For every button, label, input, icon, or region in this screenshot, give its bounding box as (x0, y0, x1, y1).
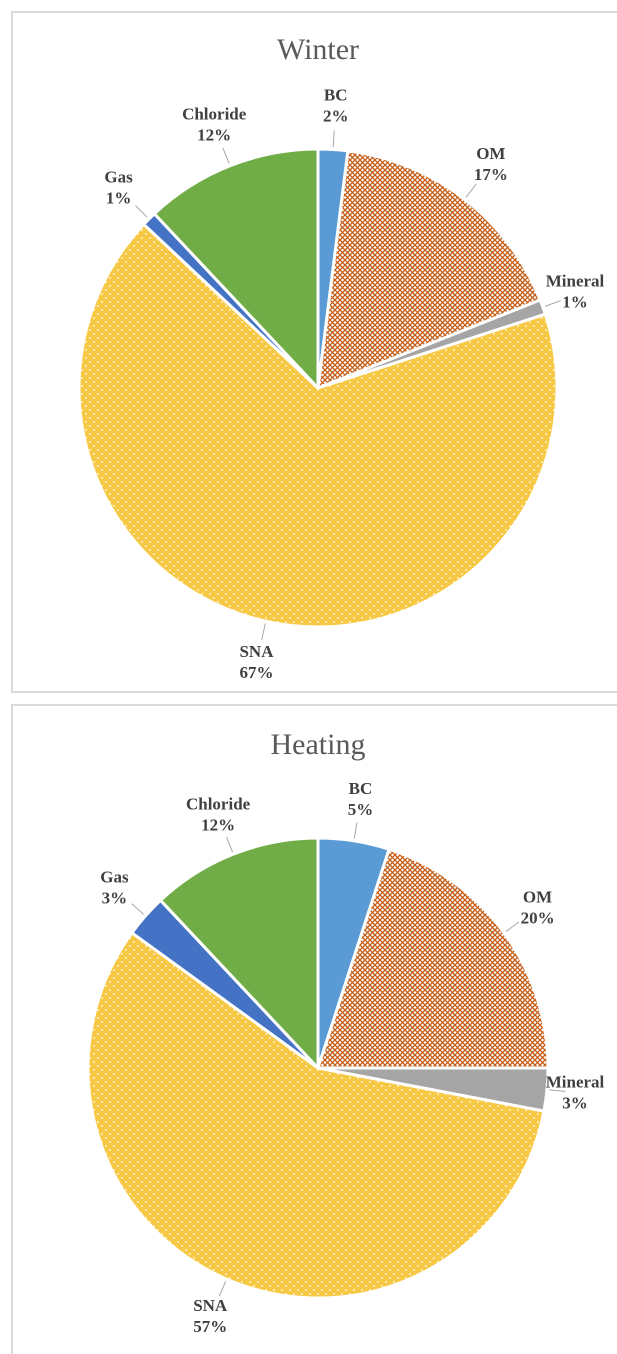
pie-slice (86, 931, 546, 1300)
leader-line (332, 130, 335, 148)
category-label: Chloride (186, 795, 251, 814)
leader-line (135, 205, 148, 218)
leader-line (226, 836, 233, 853)
category-label: Mineral (546, 1072, 605, 1091)
category-label: Chloride (182, 105, 247, 124)
value-label: 3% (562, 1093, 588, 1112)
value-label: 1% (106, 188, 132, 207)
pie-slice (316, 847, 550, 1070)
leader-line (505, 921, 520, 932)
category-label: Gas (100, 867, 129, 886)
category-label: Gas (104, 167, 133, 186)
value-label: 12% (201, 816, 235, 835)
pie-slice (152, 147, 320, 390)
category-label: SNA (239, 642, 274, 661)
category-label: SNA (193, 1296, 228, 1315)
leader-line (131, 903, 145, 915)
chart-title: Heating (271, 728, 366, 761)
pie-slice (77, 222, 559, 629)
leader-line (222, 147, 230, 164)
category-label: OM (523, 887, 552, 906)
value-label: 3% (102, 888, 128, 907)
pie-slice (159, 836, 320, 1070)
leader-line (465, 183, 477, 198)
category-label: BC (349, 779, 373, 798)
leader-line (218, 1280, 227, 1297)
value-label: 67% (239, 663, 273, 682)
leader-line (544, 300, 562, 307)
leader-line (261, 623, 266, 641)
value-label: 12% (197, 126, 231, 145)
value-label: 20% (521, 908, 555, 927)
category-label: BC (324, 85, 348, 104)
leader-line (549, 1089, 566, 1092)
pie-slice (316, 149, 542, 390)
value-label: 5% (348, 800, 374, 819)
category-label: Mineral (546, 271, 605, 290)
value-label: 2% (323, 106, 349, 125)
value-label: 17% (474, 165, 508, 184)
leader-line (353, 822, 358, 839)
category-label: OM (476, 144, 505, 163)
value-label: 57% (193, 1317, 227, 1336)
chart-frame (11, 11, 617, 693)
chart-title: Winter (277, 33, 359, 66)
chart-frame (11, 704, 617, 1354)
value-label: 1% (562, 292, 588, 311)
